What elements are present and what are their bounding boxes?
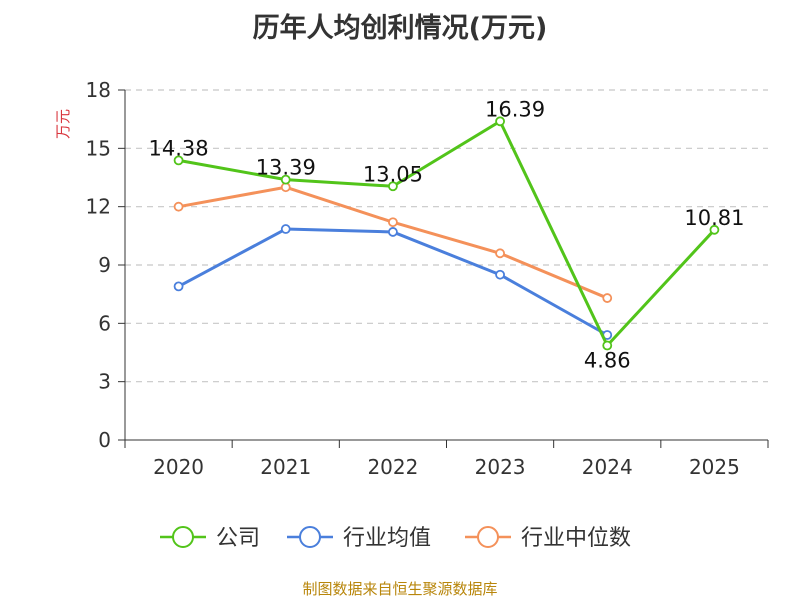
data-point (173, 155, 184, 166)
legend-label: 公司 (216, 526, 260, 551)
data-point (173, 201, 184, 212)
data-point (709, 224, 720, 235)
y-tick-label: 6 (98, 311, 111, 335)
series-line-1 (177, 227, 608, 337)
legend-marker (172, 526, 194, 548)
data-point (280, 174, 291, 185)
x-tick-label: 2024 (582, 455, 633, 479)
x-tick-label: 2020 (153, 455, 204, 479)
data-label-layer: 14.38 13.39 13.05 16.39 4.86 10.81 (149, 97, 745, 372)
data-label: 14.38 (149, 136, 209, 160)
data-point (388, 217, 398, 228)
legend-marker (477, 526, 499, 548)
y-tick-label: 0 (98, 428, 111, 452)
y-tick-label: 9 (98, 253, 111, 277)
x-tick-label: 2022 (367, 455, 418, 479)
data-point (602, 340, 613, 351)
data-point (388, 227, 398, 237)
legend-label: 行业均值 (343, 526, 431, 551)
axis-layer: 0 3 6 9 12 15 18 2020 2021 2022 2023 2024 2025 万元 (54, 78, 769, 479)
legend-marker (299, 526, 321, 548)
data-point (602, 293, 613, 303)
y-tick-label: 12 (86, 195, 111, 219)
y-tick-label: 3 (98, 370, 111, 394)
legend: 公司 行业均值 行业中位数 (160, 526, 631, 551)
chart-title: 历年人均创利情况(万元) (252, 13, 548, 44)
series-layer (173, 116, 720, 351)
grid-layer (125, 89, 768, 383)
data-point (388, 181, 398, 192)
legend-label: 行业中位数 (521, 526, 631, 551)
series-line-0 (178, 119, 716, 347)
data-label: 13.05 (363, 162, 423, 186)
data-label: 13.39 (256, 156, 316, 180)
data-label: 10.81 (684, 206, 744, 230)
x-tick-label: 2025 (689, 455, 740, 479)
data-point (495, 116, 505, 127)
y-tick-label: 15 (86, 136, 111, 160)
data-point (173, 281, 184, 292)
source-footer: 制图数据来自恒生聚源数据库 (302, 580, 498, 598)
x-tick-label: 2021 (260, 455, 311, 479)
data-point (495, 248, 505, 259)
data-point (280, 224, 291, 234)
data-label: 16.39 (485, 97, 545, 121)
x-tick-label: 2023 (475, 455, 526, 479)
data-point (495, 269, 505, 280)
data-label: 4.86 (584, 349, 631, 373)
y-axis-unit-label: 万元 (54, 109, 72, 139)
y-tick-label: 18 (86, 78, 111, 102)
series-line-2 (178, 185, 608, 300)
